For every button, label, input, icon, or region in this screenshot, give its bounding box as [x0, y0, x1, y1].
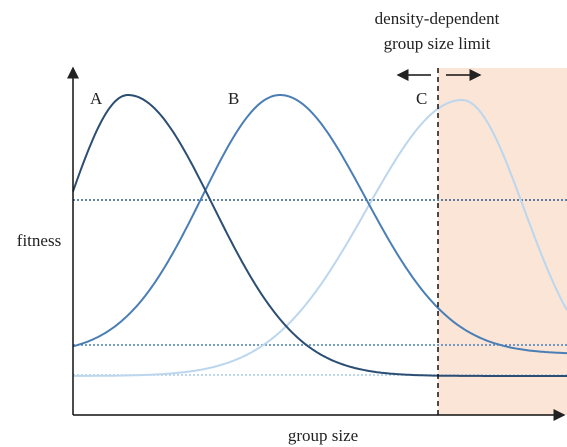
curve-label: A: [90, 89, 103, 108]
limit-region: [438, 68, 567, 415]
curve-c: [73, 99, 567, 377]
curve-label: C: [416, 89, 427, 108]
x-axis-label: group size: [288, 426, 358, 445]
y-axis-label: fitness: [17, 231, 61, 250]
curve-b: [72, 94, 567, 355]
curve-a: [72, 94, 567, 377]
annotation: group size limit: [384, 34, 491, 53]
curve-label: B: [228, 89, 239, 108]
annotation: density-dependent: [375, 9, 500, 28]
